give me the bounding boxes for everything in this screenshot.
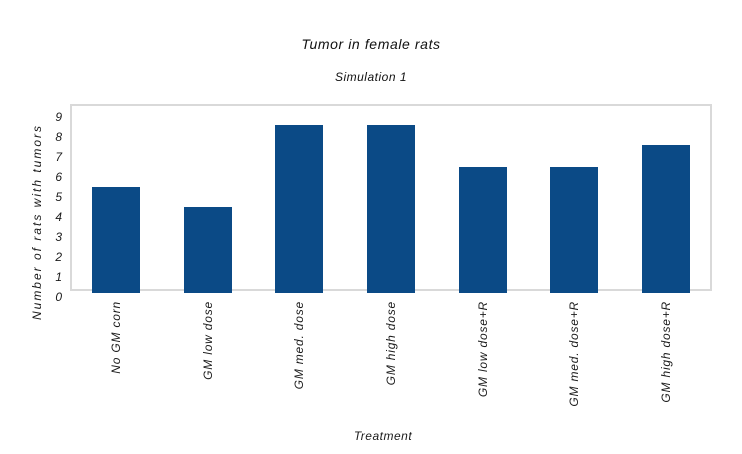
x-tick-label: GM med. dose [292, 301, 307, 390]
x-tick-label: GM med. dose+R [567, 301, 582, 407]
x-tick-label: GM high dose [384, 301, 398, 386]
y-tick-label: 4 [55, 210, 62, 224]
x-tick-label: GM low dose+R [475, 301, 490, 398]
bar-4 [367, 125, 415, 293]
x-tick-label: GM high dose+R [659, 301, 674, 403]
y-tick-label: 3 [55, 230, 62, 244]
bar-7 [642, 145, 691, 293]
x-axis-title: Treatment [353, 429, 413, 443]
y-tick-label: 1 [55, 270, 62, 284]
bar-1 [91, 187, 140, 293]
chart-subtitle: Simulation 1 [334, 70, 408, 84]
bar-6 [550, 167, 599, 293]
bar-5 [458, 167, 507, 293]
y-tick-label: 7 [55, 150, 62, 164]
y-tick-label: 5 [55, 190, 62, 204]
x-tick-label: GM low dose [200, 301, 215, 380]
y-tick-label: 6 [55, 170, 62, 184]
y-tick-label: 8 [55, 130, 62, 144]
y-tick-label: 2 [55, 250, 62, 264]
chart-title: Tumor in female rats [301, 36, 441, 52]
bar-2 [183, 207, 232, 293]
y-tick-label: 9 [55, 110, 62, 124]
bar-3 [275, 125, 324, 293]
x-tick-label: No GM corn [108, 301, 123, 374]
y-tick-label: 0 [55, 290, 62, 304]
